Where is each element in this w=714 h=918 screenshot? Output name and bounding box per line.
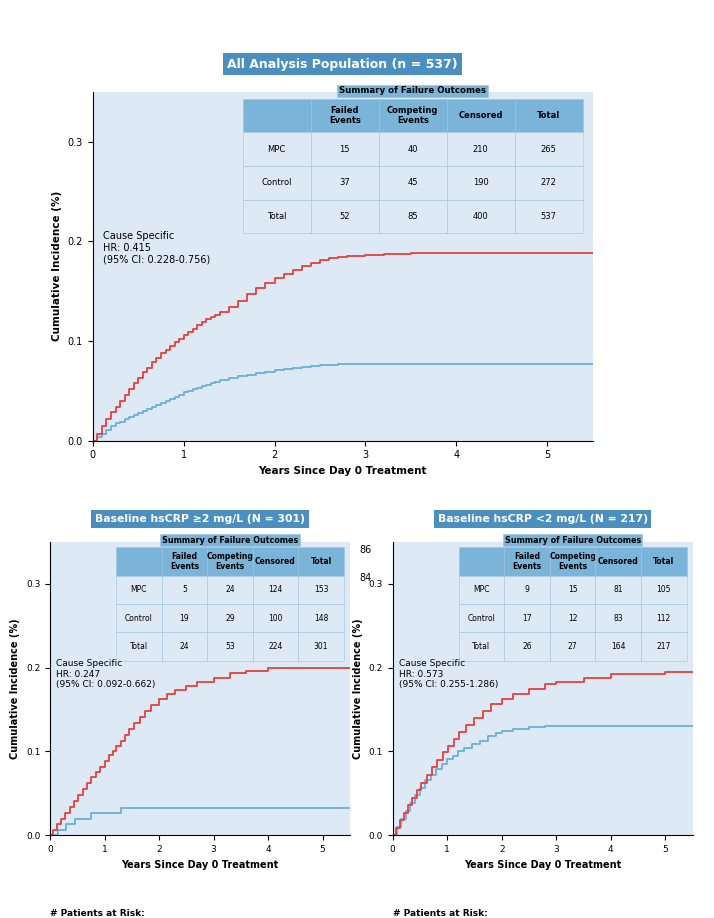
- Y-axis label: Cumulative Incidence (%): Cumulative Incidence (%): [353, 618, 363, 759]
- Text: Summary of Failure Outcomes: Summary of Failure Outcomes: [339, 86, 486, 95]
- Text: 146: 146: [266, 545, 283, 555]
- Text: Baseline hsCRP <2 mg/L (N = 217): Baseline hsCRP <2 mg/L (N = 217): [438, 514, 648, 524]
- Text: 43: 43: [451, 545, 463, 555]
- Text: All Analysis Population (n = 537): All Analysis Population (n = 537): [227, 58, 458, 71]
- Text: 42: 42: [450, 573, 463, 583]
- X-axis label: Years Since Day 0 Treatment: Years Since Day 0 Treatment: [121, 859, 278, 869]
- Text: # Patients at Risk:: # Patients at Risk:: [393, 909, 488, 918]
- Text: Cause Specific
HR: 0.247
(95% CI: 0.092-0.662): Cause Specific HR: 0.247 (95% CI: 0.092-…: [56, 659, 156, 688]
- Text: 159: 159: [266, 573, 284, 583]
- Text: Summary of Failure Outcomes: Summary of Failure Outcomes: [505, 535, 640, 544]
- Text: # Patients at Risk:: # Patients at Risk:: [50, 909, 145, 918]
- Text: # Patients at Risk:: # Patients at Risk:: [93, 518, 195, 527]
- Text: 234: 234: [174, 573, 193, 583]
- Text: Cause Specific
HR: 0.415
(95% CI: 0.228-0.756): Cause Specific HR: 0.415 (95% CI: 0.228-…: [103, 231, 210, 264]
- Y-axis label: Cumulative Incidence (%): Cumulative Incidence (%): [52, 191, 62, 341]
- Text: Baseline hsCRP ≥2 mg/L (N = 301): Baseline hsCRP ≥2 mg/L (N = 301): [95, 514, 305, 524]
- Text: 84: 84: [359, 573, 371, 583]
- Text: 272: 272: [84, 573, 102, 583]
- Text: Control: Control: [126, 573, 161, 583]
- Text: 4: 4: [544, 545, 550, 555]
- X-axis label: Years Since Day 0 Treatment: Years Since Day 0 Treatment: [464, 859, 621, 869]
- Text: —: —: [93, 545, 103, 555]
- Text: —: —: [93, 573, 103, 583]
- X-axis label: Years Since Day 0 Treatment: Years Since Day 0 Treatment: [258, 466, 427, 476]
- Text: MPC: MPC: [126, 545, 146, 555]
- Text: 86: 86: [359, 545, 371, 555]
- Text: 9: 9: [544, 573, 550, 583]
- Text: Cause Specific
HR: 0.573
(95% CI: 0.255-1.286): Cause Specific HR: 0.573 (95% CI: 0.255-…: [398, 659, 498, 688]
- Y-axis label: Cumulative Incidence (%): Cumulative Incidence (%): [10, 618, 20, 759]
- Text: Summary of Failure Outcomes: Summary of Failure Outcomes: [162, 535, 298, 544]
- Text: 265: 265: [84, 545, 102, 555]
- Text: 218: 218: [174, 545, 193, 555]
